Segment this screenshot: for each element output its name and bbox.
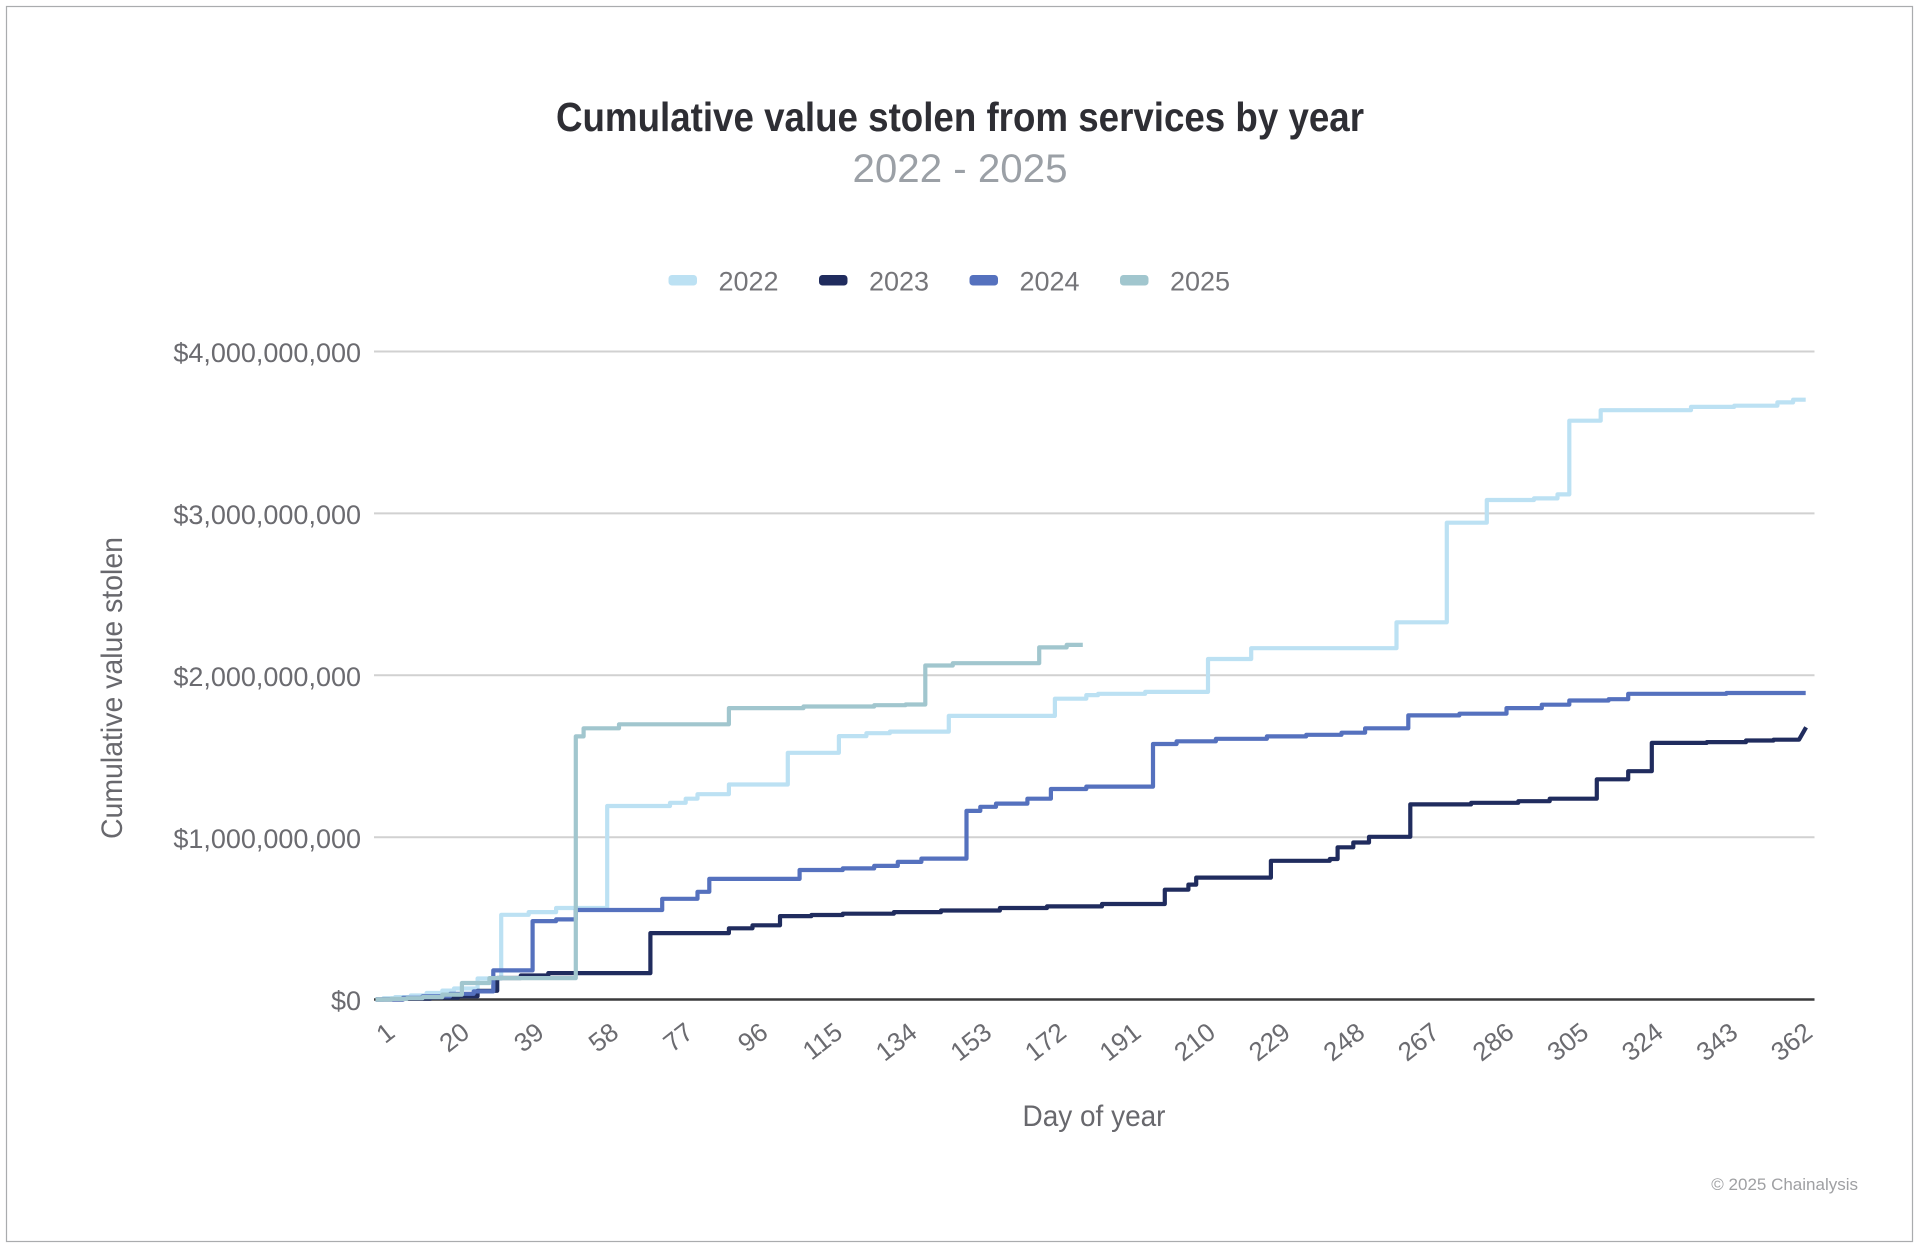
svg-text:$1,000,000,000: $1,000,000,000	[173, 824, 361, 854]
svg-text:$4,000,000,000: $4,000,000,000	[173, 338, 361, 368]
svg-text:© 2025 Chainalysis: © 2025 Chainalysis	[1711, 1175, 1858, 1194]
svg-text:$0: $0	[331, 986, 361, 1016]
svg-text:2022 - 2025: 2022 - 2025	[853, 147, 1068, 191]
svg-text:Cumulative value stolen: Cumulative value stolen	[96, 537, 129, 839]
svg-text:2022: 2022	[719, 267, 779, 297]
svg-text:$3,000,000,000: $3,000,000,000	[173, 500, 361, 530]
svg-text:Day of year: Day of year	[1023, 1100, 1166, 1133]
svg-text:$2,000,000,000: $2,000,000,000	[173, 662, 361, 692]
svg-text:2023: 2023	[869, 267, 929, 297]
svg-text:2024: 2024	[1020, 267, 1080, 297]
svg-text:Cumulative value stolen from s: Cumulative value stolen from services by…	[556, 94, 1364, 140]
svg-text:2025: 2025	[1170, 267, 1230, 297]
